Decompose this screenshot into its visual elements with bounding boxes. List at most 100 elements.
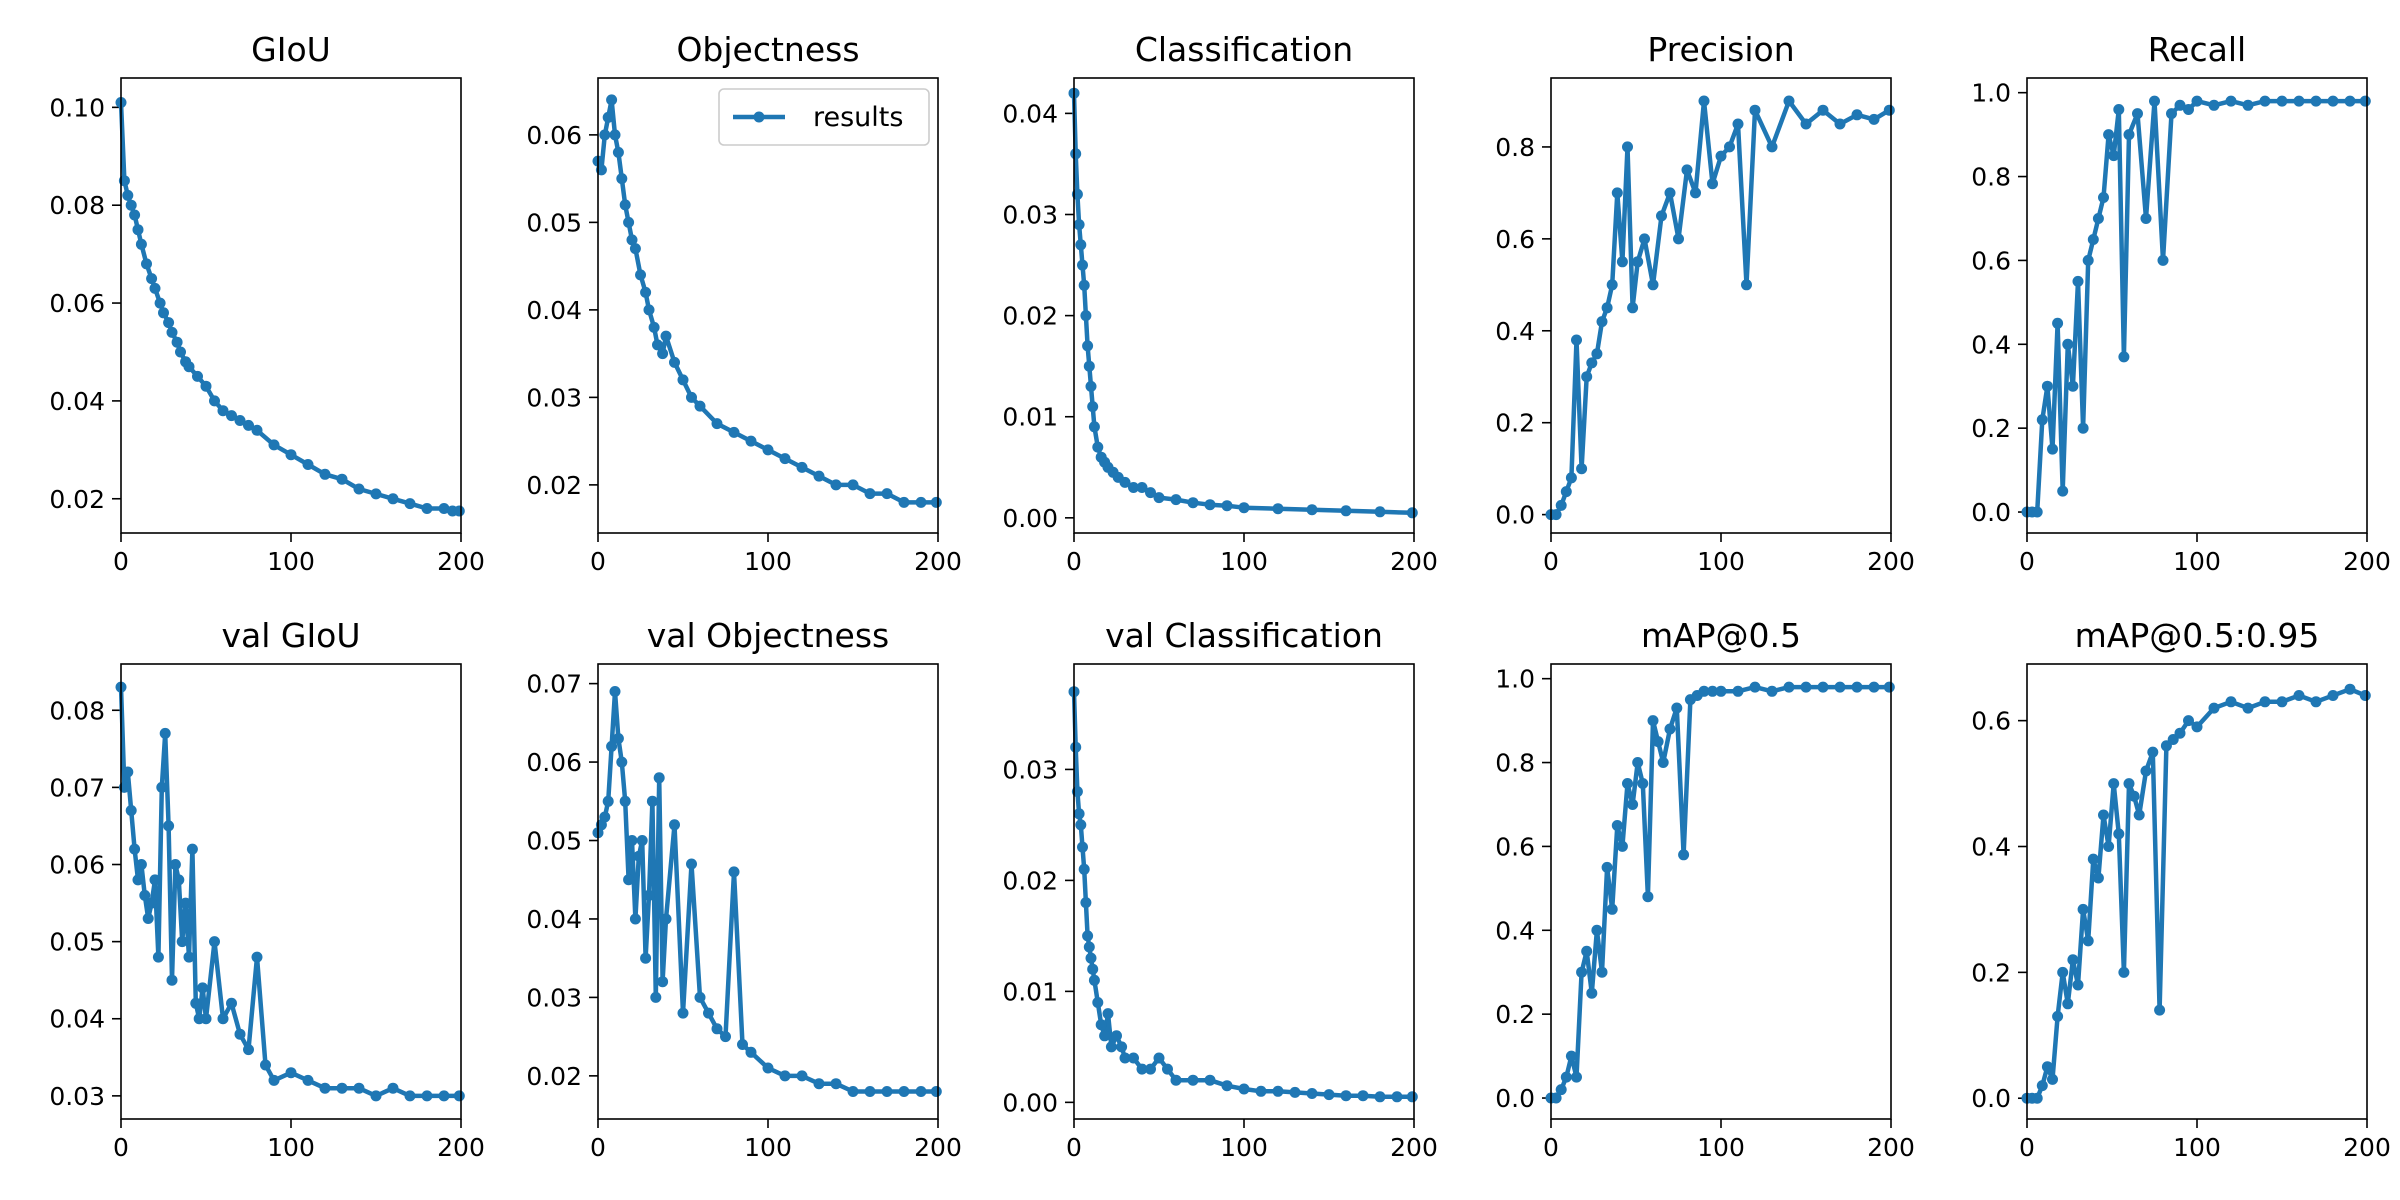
data-point — [1073, 219, 1085, 231]
data-point — [2276, 696, 2288, 708]
data-point — [1255, 1085, 1267, 1097]
x-tick-label: 0 — [113, 547, 129, 576]
data-point — [1272, 503, 1284, 515]
x-tick-label: 200 — [2343, 1133, 2391, 1162]
data-point — [1082, 340, 1094, 352]
y-tick-label: 0.00 — [1002, 504, 1058, 533]
data-point — [146, 897, 158, 909]
data-point — [623, 216, 635, 228]
data-point — [1170, 494, 1182, 506]
data-point — [1652, 736, 1664, 748]
data-point — [1698, 685, 1710, 697]
x-tick-label: 200 — [914, 547, 962, 576]
data-point — [1289, 1086, 1301, 1098]
data-point — [1204, 499, 1216, 511]
data-point — [1642, 891, 1654, 903]
y-tick-label: 0.05 — [526, 827, 582, 856]
chart-title: Classification — [1135, 30, 1353, 69]
data-point — [139, 889, 151, 901]
legend-label: results — [813, 102, 903, 133]
data-point — [285, 1067, 297, 1079]
y-tick-label: 0.05 — [526, 208, 582, 237]
data-point — [1145, 1063, 1156, 1075]
data-point — [1119, 1052, 1131, 1064]
data-point — [183, 951, 195, 963]
data-point — [268, 439, 280, 451]
y-tick-label: 0.06 — [526, 748, 582, 777]
data-point — [1596, 966, 1608, 978]
data-point — [1611, 820, 1623, 831]
data-point — [2157, 254, 2169, 266]
x-tick-label: 200 — [437, 1133, 485, 1162]
data-point — [1690, 187, 1701, 199]
data-point — [1088, 974, 1100, 986]
data-point — [1611, 187, 1623, 199]
data-point — [1591, 348, 1603, 360]
data-point — [864, 1086, 876, 1097]
y-tick-label: 0.06 — [49, 289, 105, 318]
data-point — [2242, 99, 2254, 111]
data-point — [171, 336, 183, 348]
data-point — [643, 889, 655, 901]
data-point — [149, 874, 161, 886]
data-point — [129, 843, 141, 855]
data-point — [1647, 715, 1659, 727]
chart-title: Precision — [1647, 30, 1794, 69]
data-point — [646, 795, 658, 807]
data-point — [226, 997, 237, 1009]
data-point — [1632, 256, 1644, 268]
data-point — [319, 1082, 331, 1094]
data-point — [606, 740, 618, 752]
axes-frame — [2026, 663, 2368, 1120]
data-point — [353, 1082, 365, 1094]
data-point — [1622, 778, 1633, 789]
data-point — [1817, 104, 1829, 116]
data-point — [1170, 1074, 1182, 1086]
data-point — [1834, 118, 1846, 130]
data-point — [217, 1013, 229, 1025]
data-point — [2208, 99, 2220, 111]
data-point — [1555, 499, 1567, 511]
data-point — [453, 1090, 465, 1102]
x-tick-label: 100 — [267, 547, 315, 576]
data-point — [1671, 702, 1683, 714]
data-point — [623, 874, 635, 886]
chart-title: Recall — [2148, 30, 2246, 69]
data-point — [438, 1090, 450, 1102]
data-point — [1715, 150, 1727, 162]
chart-panel-4: Recall 0 100 200 0.0 0.2 0.4 0.6 0.8 1.0 — [1971, 30, 2391, 576]
data-point — [847, 479, 859, 491]
data-point — [779, 453, 791, 465]
x-tick-label: 0 — [590, 1133, 606, 1162]
chart-panel-3: Precision 0 100 200 0.0 0.2 0.4 0.6 0.8 — [1495, 30, 1915, 576]
data-point — [703, 1007, 714, 1019]
data-point — [1555, 1084, 1567, 1096]
data-point — [1550, 509, 1562, 521]
axes-frame — [1550, 663, 1892, 1120]
chart-title: GIoU — [251, 30, 331, 69]
data-point — [609, 686, 621, 697]
x-tick-label: 200 — [1867, 1133, 1915, 1162]
chart-panel-5: val GIoU 0 100 200 0.03 0.04 0.05 0.06 0.07 0.08 — [49, 616, 485, 1162]
data-point — [1571, 1071, 1582, 1083]
data-point — [653, 772, 665, 784]
data-point — [616, 756, 628, 768]
data-point — [648, 321, 660, 333]
chart-title: val Objectness — [647, 616, 890, 655]
data-point — [132, 874, 144, 886]
data-point — [1741, 279, 1752, 291]
data-point — [2118, 351, 2130, 363]
data-point — [796, 461, 808, 473]
data-point — [1560, 486, 1572, 498]
data-point — [2344, 95, 2356, 107]
data-point — [2140, 765, 2152, 777]
data-point — [387, 493, 399, 505]
data-point — [2208, 702, 2220, 714]
data-point — [1153, 492, 1165, 504]
data-point — [830, 1078, 842, 1090]
x-tick-label: 0 — [1066, 1133, 1082, 1162]
data-point — [629, 243, 641, 255]
data-point — [2154, 1004, 2166, 1016]
data-point — [1817, 681, 1829, 693]
